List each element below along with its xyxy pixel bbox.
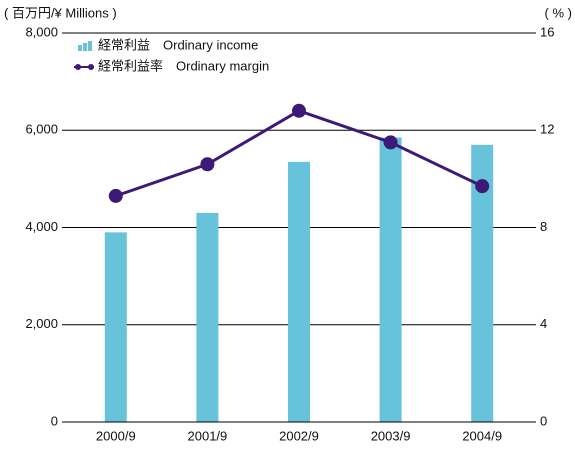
y-tick-label: 8,000: [25, 24, 58, 39]
bar: [288, 161, 310, 422]
line-point: [383, 135, 398, 150]
legend-swatch: [75, 64, 81, 70]
y-tick-label: 4,000: [25, 219, 58, 234]
y-tick-label: 2,000: [25, 316, 58, 331]
bar: [471, 144, 494, 422]
x-tick-label: 2002/9: [279, 428, 319, 443]
bar: [196, 212, 219, 422]
y2-tick-label: 4: [540, 316, 547, 331]
legend-swatch: [88, 64, 94, 70]
bar: [379, 137, 402, 422]
legend-label: 経常利益率 Ordinary margin: [98, 58, 269, 73]
legend-swatch: [78, 45, 82, 51]
y-axis-label: ( 百万円/¥ Millions ): [4, 5, 117, 20]
legend-swatch: [83, 43, 87, 51]
x-tick-label: 2004/9: [462, 428, 502, 443]
y2-tick-label: 12: [540, 122, 554, 137]
y2-tick-label: 0: [540, 413, 547, 428]
legend-label: 経常利益 Ordinary income: [98, 37, 258, 52]
y2-tick-label: 8: [540, 219, 547, 234]
x-tick-label: 2000/9: [96, 428, 136, 443]
x-tick-label: 2001/9: [188, 428, 228, 443]
y2-tick-label: 16: [540, 24, 554, 39]
line-point: [108, 188, 123, 203]
line-point: [200, 157, 215, 172]
line-point: [292, 103, 306, 118]
bar: [104, 232, 127, 422]
y2-axis-label: ( % ): [545, 5, 572, 20]
legend-swatch: [88, 41, 92, 51]
y-tick-label: 0: [51, 413, 58, 428]
y-tick-label: 6,000: [25, 122, 58, 137]
line-point: [475, 179, 490, 194]
x-tick-label: 2003/9: [371, 428, 411, 443]
